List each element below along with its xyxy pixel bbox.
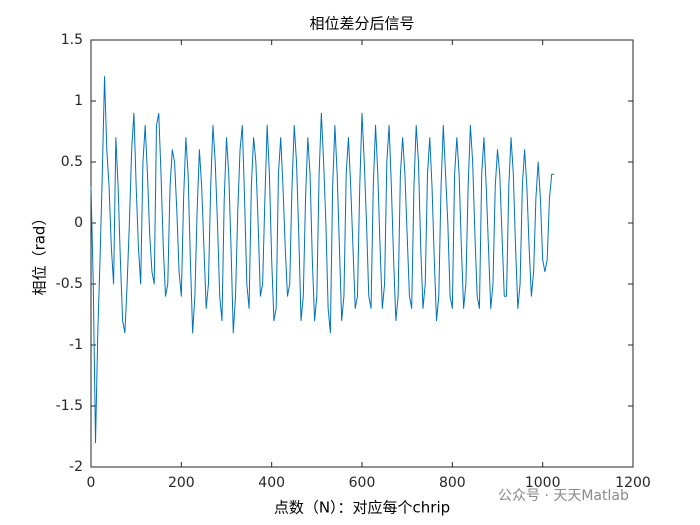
x-tick-label: 0 xyxy=(87,475,96,491)
x-tick-label: 1000 xyxy=(525,475,561,491)
x-tick-label: 1200 xyxy=(615,475,651,491)
x-tick-label: 400 xyxy=(258,475,285,491)
y-tick-label: 1.5 xyxy=(61,32,83,48)
y-tick-label: -2 xyxy=(69,459,83,475)
y-axis-label: 相位（rad） xyxy=(31,211,49,296)
data-line xyxy=(90,76,554,444)
watermark: 公众号 · 天天Matlab xyxy=(498,488,629,504)
y-tick-label: 0 xyxy=(74,215,83,231)
x-tick-label: 200 xyxy=(168,475,195,491)
y-tick-label: -1.5 xyxy=(56,398,83,414)
y-tick-label: -0.5 xyxy=(56,276,83,292)
plot-frame xyxy=(90,39,634,468)
x-tick-label: 800 xyxy=(439,475,466,491)
y-tick-label: 0.5 xyxy=(61,154,83,170)
y-tick-label: -1 xyxy=(69,337,83,353)
chart-title: 相位差分后信号 xyxy=(309,15,414,33)
x-axis-label: 点数（N）：对应每个chrip xyxy=(274,499,450,517)
x-tick-label: 600 xyxy=(349,475,376,491)
y-tick-label: 1 xyxy=(74,93,83,109)
